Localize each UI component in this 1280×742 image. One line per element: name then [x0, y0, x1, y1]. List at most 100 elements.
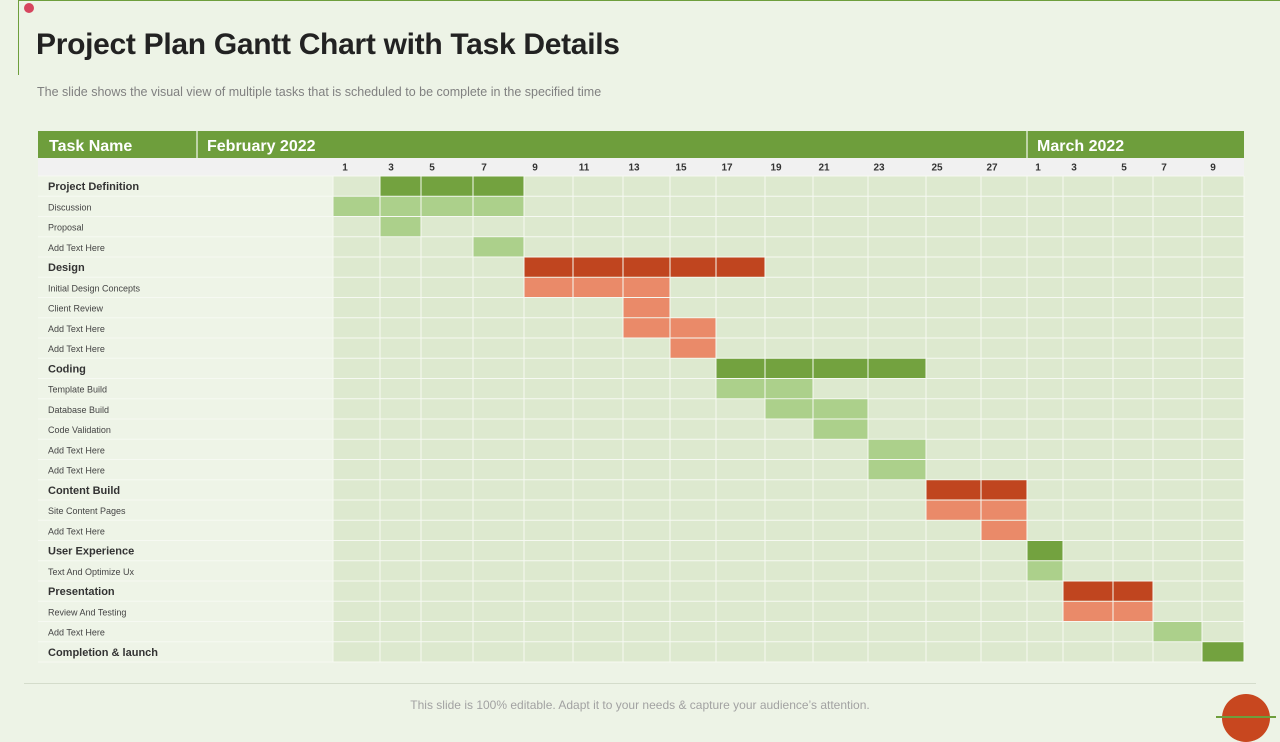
day-tick-label: 7: [1161, 163, 1167, 174]
task-bar-segment: [1113, 601, 1153, 621]
day-tick-label: 7: [481, 163, 487, 174]
task-bar-segment: [716, 379, 765, 399]
phase-bar-segment: [1113, 581, 1153, 601]
footer-note: This slide is 100% editable. Adapt it to…: [410, 698, 870, 712]
day-tick-row: [38, 158, 1244, 176]
phase-bar-segment: [1027, 541, 1063, 561]
day-tick-label: 19: [770, 163, 782, 174]
day-tick-label: 9: [1210, 163, 1216, 174]
task-bar-segment: [380, 196, 421, 216]
day-tick-label: 23: [873, 163, 885, 174]
day-tick-label: 1: [342, 163, 348, 174]
task-bar-segment: [333, 196, 380, 216]
phase-label: Content Build: [48, 485, 120, 497]
task-label: Add Text Here: [48, 445, 105, 455]
task-bar-segment: [1153, 622, 1202, 642]
task-bar-segment: [623, 298, 670, 318]
task-bar-segment: [473, 196, 524, 216]
day-tick-label: 9: [532, 163, 538, 174]
phase-bar-segment: [716, 257, 765, 277]
task-bar-segment: [868, 439, 926, 459]
day-tick-label: 5: [1121, 163, 1127, 174]
day-tick-label: 27: [986, 163, 998, 174]
task-label: Code Validation: [48, 425, 111, 435]
task-bar-segment: [1027, 561, 1063, 581]
phase-bar-segment: [524, 257, 573, 277]
day-tick-label: 3: [1071, 163, 1077, 174]
task-label: Add Text Here: [48, 324, 105, 334]
task-label: Add Text Here: [48, 466, 105, 476]
task-label: Add Text Here: [48, 628, 105, 638]
phase-bar-segment: [623, 257, 670, 277]
task-bar-segment: [421, 196, 473, 216]
phase-label: Presentation: [48, 586, 115, 598]
task-label: Text And Optimize Ux: [48, 567, 135, 577]
task-label: Review And Testing: [48, 607, 126, 617]
phase-bar-segment: [1063, 581, 1113, 601]
task-label: Add Text Here: [48, 344, 105, 354]
task-bar-segment: [1063, 601, 1113, 621]
phase-bar-segment: [765, 358, 813, 378]
phase-bar-segment: [868, 358, 926, 378]
task-label: Client Review: [48, 304, 104, 314]
task-bar-segment: [926, 500, 981, 520]
day-tick-label: 21: [818, 163, 830, 174]
phase-bar-segment: [670, 257, 716, 277]
corner-sun-decoration: [1222, 694, 1270, 742]
phase-label: Coding: [48, 363, 86, 375]
task-label: Proposal: [48, 223, 84, 233]
task-bar-segment: [380, 217, 421, 237]
phase-label: Design: [48, 262, 85, 274]
task-bar-segment: [981, 520, 1027, 540]
task-label: Initial Design Concepts: [48, 283, 141, 293]
slide-subtitle: The slide shows the visual view of multi…: [37, 85, 602, 99]
phase-label: Project Definition: [48, 181, 139, 193]
task-name-header: Task Name: [49, 138, 132, 155]
phase-label: Completion & launch: [48, 647, 158, 659]
phase-bar-segment: [716, 358, 765, 378]
task-label: Site Content Pages: [48, 506, 126, 516]
task-bar-segment: [524, 277, 573, 297]
day-tick-label: 17: [721, 163, 733, 174]
task-label: Template Build: [48, 385, 107, 395]
day-tick-label: 3: [388, 163, 394, 174]
footer-divider: [24, 683, 1256, 684]
day-tick-label: 11: [579, 163, 590, 174]
left-accent-line: [18, 0, 19, 75]
task-bar-segment: [813, 399, 868, 419]
top-accent-line: [18, 0, 1280, 1]
phase-bar-segment: [926, 480, 981, 500]
phase-bar-segment: [380, 176, 421, 196]
slide-title: Project Plan Gantt Chart with Task Detai…: [36, 28, 620, 61]
month-label: February 2022: [207, 138, 316, 155]
task-label: Add Text Here: [48, 526, 105, 536]
corner-sun-baseline: [1216, 716, 1276, 718]
phase-bar-segment: [813, 358, 868, 378]
task-label: Database Build: [48, 405, 109, 415]
day-tick-label: 5: [429, 163, 435, 174]
task-bar-segment: [813, 419, 868, 439]
day-tick-label: 15: [675, 163, 687, 174]
task-bar-segment: [765, 379, 813, 399]
phase-bar-segment: [421, 176, 473, 196]
phase-label: User Experience: [48, 546, 134, 558]
header-bar: [38, 131, 1244, 158]
task-label: Add Text Here: [48, 243, 105, 253]
phase-bar-segment: [573, 257, 623, 277]
task-bar-segment: [868, 460, 926, 480]
task-bar-segment: [765, 399, 813, 419]
task-bar-segment: [573, 277, 623, 297]
day-tick-label: 13: [628, 163, 640, 174]
phase-bar-segment: [981, 480, 1027, 500]
task-bar-segment: [473, 237, 524, 257]
task-label: Discussion: [48, 202, 92, 212]
day-tick-label: 1: [1035, 163, 1041, 174]
corner-dot: [24, 3, 34, 13]
task-bar-segment: [623, 277, 670, 297]
task-bar-segment: [623, 318, 670, 338]
day-tick-label: 25: [931, 163, 943, 174]
month-label: March 2022: [1037, 138, 1124, 155]
task-bar-segment: [981, 500, 1027, 520]
task-bar-segment: [670, 318, 716, 338]
